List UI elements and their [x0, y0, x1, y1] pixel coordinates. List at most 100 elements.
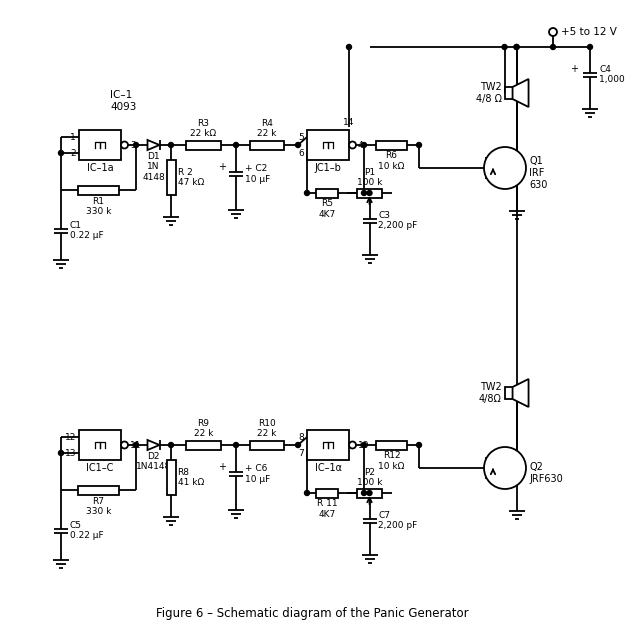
Text: D1
1N
4148: D1 1N 4148	[142, 152, 165, 182]
Text: JC1–b: JC1–b	[314, 163, 341, 173]
Text: R4
22 k: R4 22 k	[258, 119, 277, 139]
Text: IC–1a: IC–1a	[87, 163, 113, 173]
Bar	[250, 440, 284, 449]
Circle shape	[59, 151, 64, 156]
Circle shape	[367, 190, 372, 195]
Bar	[307, 130, 349, 160]
Circle shape	[361, 190, 366, 195]
Bar	[316, 188, 338, 197]
Circle shape	[121, 442, 128, 449]
Text: Q2
JRF630: Q2 JRF630	[529, 462, 562, 484]
Bar	[250, 140, 284, 149]
Text: R 11
4K7: R 11 4K7	[317, 500, 338, 519]
Circle shape	[514, 45, 519, 50]
Text: 4: 4	[358, 140, 364, 149]
Bar	[166, 159, 176, 195]
Circle shape	[59, 450, 64, 455]
Text: 10: 10	[358, 440, 369, 449]
Circle shape	[361, 491, 366, 496]
Text: 2: 2	[71, 149, 76, 158]
Text: Figure 6 – Schematic diagram of the Panic Generator: Figure 6 – Schematic diagram of the Pani…	[156, 607, 468, 620]
Bar	[316, 488, 338, 498]
Text: 14: 14	[343, 118, 355, 127]
Text: P2
100 k: P2 100 k	[357, 467, 382, 487]
Bar	[166, 460, 176, 495]
Text: R10
22 k: R10 22 k	[258, 419, 277, 438]
Text: C1
0.22 μF: C1 0.22 μF	[70, 220, 104, 240]
Text: R3
22 kΩ: R3 22 kΩ	[191, 119, 217, 139]
Circle shape	[346, 45, 351, 50]
Bar	[79, 130, 121, 160]
Text: 5: 5	[298, 132, 304, 142]
Circle shape	[349, 442, 356, 449]
Circle shape	[234, 142, 239, 147]
Text: C3
2,200 pF: C3 2,200 pF	[379, 211, 418, 230]
Bar	[307, 430, 349, 460]
Polygon shape	[148, 140, 159, 150]
Text: 1: 1	[70, 132, 76, 142]
Text: IC–1
4093: IC–1 4093	[110, 90, 136, 112]
Text: R9
22 k: R9 22 k	[194, 419, 213, 438]
Circle shape	[484, 447, 526, 489]
Circle shape	[361, 442, 366, 447]
Text: +: +	[570, 64, 578, 74]
Text: Q1
IRF
630: Q1 IRF 630	[529, 156, 548, 190]
Text: 13: 13	[64, 449, 76, 457]
Text: P1
100 k: P1 100 k	[357, 168, 382, 187]
Text: R1
330 k: R1 330 k	[86, 197, 111, 216]
Bar	[376, 440, 407, 449]
Text: R7
330 k: R7 330 k	[86, 496, 111, 516]
Circle shape	[169, 142, 174, 147]
Circle shape	[169, 442, 174, 447]
Text: R 2
47 kΩ: R 2 47 kΩ	[177, 168, 204, 187]
Circle shape	[502, 45, 507, 50]
Text: + C2
10 μF: + C2 10 μF	[245, 164, 270, 184]
Text: 12: 12	[64, 433, 76, 442]
Circle shape	[549, 28, 557, 36]
Text: IC–1α: IC–1α	[314, 463, 341, 473]
Text: R8
41 kΩ: R8 41 kΩ	[177, 468, 204, 487]
Circle shape	[234, 442, 239, 447]
Text: D2
1N4148: D2 1N4148	[136, 452, 171, 471]
Text: R12
10 kΩ: R12 10 kΩ	[378, 452, 405, 471]
Text: +: +	[218, 462, 226, 472]
Circle shape	[361, 142, 366, 147]
Text: +: +	[218, 162, 226, 172]
Bar	[186, 440, 221, 449]
Text: + C6
10 μF: + C6 10 μF	[245, 464, 270, 484]
Text: TW2
4/8Ω: TW2 4/8Ω	[479, 382, 501, 404]
Bar	[78, 185, 119, 195]
Circle shape	[588, 45, 592, 50]
Circle shape	[296, 442, 301, 447]
Text: C7
2,200 pF: C7 2,200 pF	[379, 511, 418, 530]
Polygon shape	[512, 379, 529, 407]
Circle shape	[514, 45, 519, 50]
Circle shape	[416, 442, 421, 447]
Bar	[504, 387, 512, 399]
Polygon shape	[148, 440, 159, 450]
Circle shape	[484, 147, 526, 189]
Circle shape	[367, 491, 372, 496]
Circle shape	[304, 491, 309, 496]
Text: R6
10 kΩ: R6 10 kΩ	[378, 151, 405, 171]
Circle shape	[304, 190, 309, 195]
Circle shape	[134, 142, 139, 147]
Polygon shape	[512, 79, 529, 107]
Bar	[357, 188, 382, 197]
Text: IC1–C: IC1–C	[86, 463, 114, 473]
Bar	[79, 430, 121, 460]
Text: 3: 3	[130, 140, 136, 149]
Text: C5
0.22 μF: C5 0.22 μF	[70, 521, 104, 540]
Circle shape	[551, 45, 556, 50]
Text: 8: 8	[298, 433, 304, 442]
Text: +5 to 12 V: +5 to 12 V	[561, 27, 617, 37]
Text: TW2
4/8 Ω: TW2 4/8 Ω	[476, 82, 501, 104]
Circle shape	[296, 142, 301, 147]
Circle shape	[121, 142, 128, 149]
Text: 11: 11	[130, 440, 141, 449]
Bar	[186, 140, 221, 149]
Bar	[376, 140, 407, 149]
Bar	[78, 486, 119, 495]
Text: C4
1,000 μF: C4 1,000 μF	[599, 65, 625, 84]
Text: 6: 6	[298, 149, 304, 158]
